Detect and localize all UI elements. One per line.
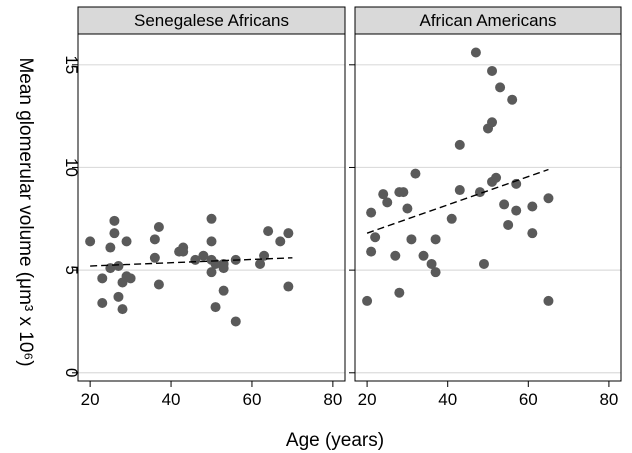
data-point [527, 228, 538, 239]
data-point [430, 267, 441, 278]
data-point [149, 252, 160, 263]
data-point [491, 172, 502, 183]
data-point [499, 199, 510, 210]
data-point [426, 258, 437, 269]
panel-2: African Americans 20 40 60 80 [349, 6, 622, 409]
plot-frame [77, 33, 346, 382]
data-point [153, 222, 164, 233]
data-point [398, 187, 409, 198]
data-point [153, 279, 164, 290]
data-point [198, 250, 209, 261]
data-point [454, 139, 465, 150]
data-point [149, 234, 160, 245]
y-tick-label: 10 [62, 158, 81, 177]
data-point [495, 82, 506, 93]
y-tick-label: 0 [62, 368, 81, 377]
data-point [487, 117, 498, 128]
data-point [109, 215, 120, 226]
x-tick-label: 80 [323, 390, 342, 409]
data-point [406, 234, 417, 245]
data-point [113, 291, 124, 302]
panel-1: Senegalese Africans 0 5 10 15 20 40 60 80 [62, 6, 346, 409]
data-point [503, 219, 514, 230]
x-tick-label: 40 [438, 390, 457, 409]
data-point [410, 168, 421, 179]
data-point [402, 203, 413, 214]
data-point [454, 185, 465, 196]
panel-title: African Americans [420, 11, 557, 30]
x-tick-label: 80 [599, 390, 618, 409]
x-tick-label: 20 [358, 390, 377, 409]
data-point [366, 207, 377, 218]
x-tick-label: 40 [162, 390, 181, 409]
data-point [362, 295, 373, 306]
data-point [218, 263, 229, 274]
data-point [263, 226, 274, 237]
data-point [418, 250, 429, 261]
data-point [206, 236, 217, 247]
data-point [178, 246, 189, 257]
data-point [275, 236, 286, 247]
data-point [394, 287, 405, 298]
y-axis-title: Mean glomerular volume (μm³ x 10⁶) [15, 57, 36, 366]
data-point [487, 65, 498, 76]
data-point [97, 297, 108, 308]
data-point [121, 236, 132, 247]
data-point [218, 285, 229, 296]
data-point [543, 295, 554, 306]
data-point [230, 316, 241, 327]
data-point [390, 250, 401, 261]
data-point [283, 281, 294, 292]
data-point [210, 302, 221, 313]
data-point [283, 228, 294, 239]
x-tick-label: 60 [242, 390, 261, 409]
data-point [255, 258, 266, 269]
y-tick-label: 5 [62, 265, 81, 274]
data-point [527, 201, 538, 212]
data-point [430, 234, 441, 245]
data-point [105, 242, 116, 253]
data-point [109, 228, 120, 239]
plot-frame [354, 33, 622, 382]
x-tick-label: 60 [519, 390, 538, 409]
data-point [378, 189, 389, 200]
panel-title: Senegalese Africans [134, 11, 289, 30]
data-point [206, 213, 217, 224]
x-tick-label: 20 [81, 390, 100, 409]
data-point [478, 258, 489, 269]
trend-line [90, 257, 293, 267]
data-point [370, 232, 381, 243]
data-point [97, 273, 108, 284]
data-point [85, 236, 96, 247]
trend-line [366, 168, 549, 234]
data-point [511, 205, 522, 216]
data-point [366, 246, 377, 257]
data-point [206, 267, 217, 278]
data-point [117, 304, 128, 315]
data-point [113, 261, 124, 272]
data-point [507, 94, 518, 105]
data-point [470, 47, 481, 58]
data-point [382, 197, 393, 208]
x-axis-title: Age (years) [286, 430, 384, 451]
data-point [125, 273, 136, 284]
data-point [446, 213, 457, 224]
y-tick-label: 15 [62, 55, 81, 74]
data-point [543, 193, 554, 204]
panel-strip [77, 6, 346, 35]
